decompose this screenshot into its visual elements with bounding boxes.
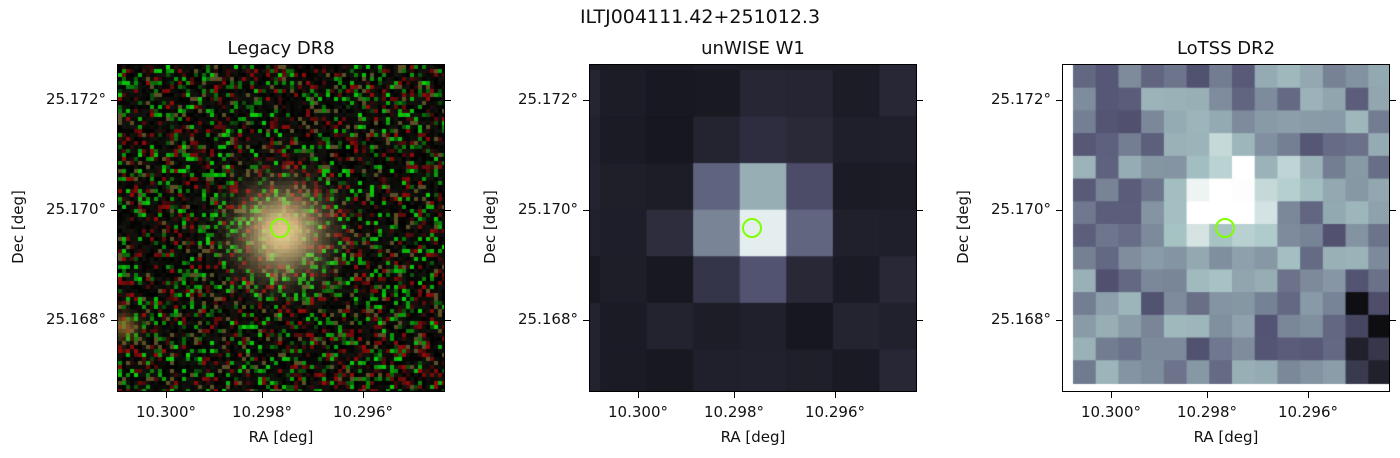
x-tick-label: 10.300° [1081, 403, 1141, 421]
panel-title: unWISE W1 [701, 38, 805, 59]
x-axis-label: RA [deg] [1193, 428, 1259, 446]
y-tick [1056, 210, 1062, 211]
x-tick-label: 10.298° [1177, 403, 1237, 421]
source-marker [1215, 218, 1235, 238]
source-marker [270, 218, 290, 238]
y-tick-label: 25.172° [991, 90, 1051, 108]
x-tick-label: 10.296° [333, 403, 393, 421]
y-tick [111, 100, 117, 101]
x-tick-label: 10.298° [704, 403, 764, 421]
y-tick-label: 25.170° [518, 200, 578, 218]
y-tick-right [917, 100, 923, 101]
panel-unwise: unWISE W1 25.172° 25.170° 25.168° 10.300… [472, 0, 923, 458]
figure-title: ILTJ004111.42+251012.3 [579, 6, 821, 28]
panel-lotss: LoTSS DR2 25.172° 25.170° 25.168° 10.300… [945, 0, 1396, 458]
panel-legacy: Legacy DR8 25.172° 25.170° 25.168° 10.30… [0, 0, 451, 458]
source-marker [742, 218, 762, 238]
x-tick [835, 392, 836, 398]
x-tick-label: 10.296° [805, 403, 865, 421]
x-tick [363, 392, 364, 398]
x-axis-label: RA [deg] [248, 428, 314, 446]
y-tick [1056, 100, 1062, 101]
y-tick-right [445, 320, 451, 321]
y-tick-label: 25.168° [991, 310, 1051, 328]
y-tick [111, 320, 117, 321]
y-axis-label: Dec [deg] [954, 190, 972, 264]
x-tick-label: 10.296° [1278, 403, 1338, 421]
x-tick-label: 10.300° [608, 403, 668, 421]
y-tick [583, 100, 589, 101]
y-tick-label: 25.168° [518, 310, 578, 328]
x-tick [1111, 392, 1112, 398]
y-tick-label: 25.168° [46, 310, 106, 328]
y-tick-right [445, 100, 451, 101]
y-tick-label: 25.170° [991, 200, 1051, 218]
y-tick-right [917, 210, 923, 211]
y-tick-label: 25.172° [46, 90, 106, 108]
y-tick-right [1390, 210, 1396, 211]
x-tick [166, 392, 167, 398]
x-tick-label: 10.300° [136, 403, 196, 421]
y-tick-right [1390, 320, 1396, 321]
y-tick-label: 25.172° [518, 90, 578, 108]
y-tick [583, 320, 589, 321]
y-tick [583, 210, 589, 211]
y-axis-label: Dec [deg] [481, 190, 499, 264]
x-axis-label: RA [deg] [720, 428, 786, 446]
y-axis-label: Dec [deg] [9, 190, 27, 264]
image-frame [1062, 64, 1390, 392]
y-tick-right [1390, 100, 1396, 101]
y-tick [111, 210, 117, 211]
x-tick [638, 392, 639, 398]
x-tick [1207, 392, 1208, 398]
x-tick-label: 10.298° [232, 403, 292, 421]
y-tick-label: 25.170° [46, 200, 106, 218]
y-tick-right [445, 210, 451, 211]
panel-title: LoTSS DR2 [1176, 38, 1276, 59]
x-tick [1308, 392, 1309, 398]
x-tick [262, 392, 263, 398]
y-tick-right [917, 320, 923, 321]
panel-title: Legacy DR8 [227, 38, 335, 59]
y-tick [1056, 320, 1062, 321]
x-tick [734, 392, 735, 398]
